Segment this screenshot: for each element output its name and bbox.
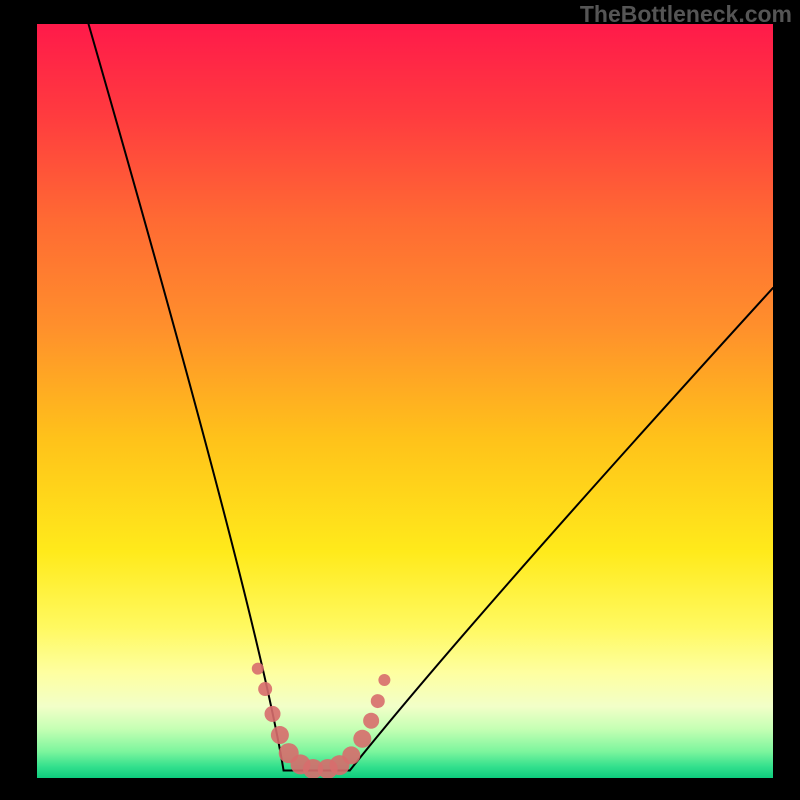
plot-svg: [37, 24, 773, 778]
chart-container: TheBottleneck.com: [0, 0, 800, 800]
v-curve: [89, 24, 773, 770]
marker-point: [258, 682, 272, 696]
marker-point: [252, 663, 264, 675]
marker-point: [378, 674, 390, 686]
marker-group: [252, 663, 391, 778]
marker-point: [342, 746, 360, 764]
plot-area: [37, 24, 773, 778]
marker-point: [265, 706, 281, 722]
marker-point: [271, 726, 289, 744]
marker-point: [371, 694, 385, 708]
marker-point: [353, 730, 371, 748]
marker-point: [363, 713, 379, 729]
watermark-text: TheBottleneck.com: [580, 1, 792, 28]
